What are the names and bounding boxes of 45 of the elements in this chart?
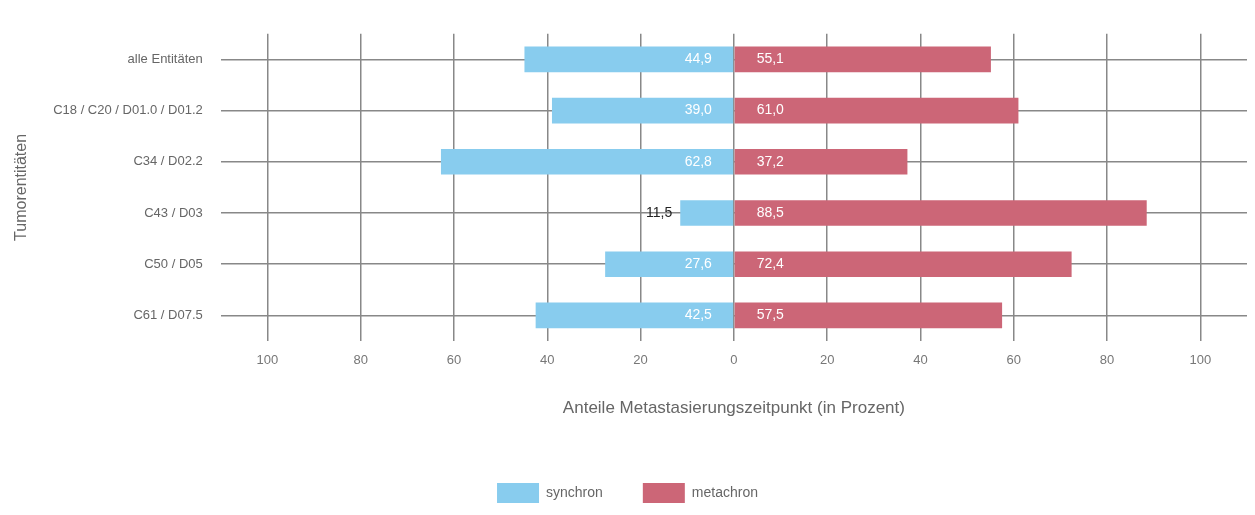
data-label: 72,4 [756, 255, 785, 272]
y-tick-label: C43 / D03 [144, 204, 203, 220]
data-label: 42,5 [684, 306, 713, 323]
x-tick-label: 20 [819, 352, 835, 368]
data-label: 27,6 [684, 255, 713, 272]
bar [551, 97, 734, 124]
x-axis-title: Anteile Metastasierungszeitpunkt (in Prozent) [562, 398, 905, 418]
bar [734, 97, 1019, 124]
x-tick-label: 0 [730, 352, 738, 368]
bar [440, 149, 734, 175]
legend-label: synchron [546, 483, 603, 500]
y-tick-label: C18 / C20 / D01.0 / D01.2 [53, 102, 203, 118]
data-label: 88,5 [756, 203, 785, 220]
data-label: 61,0 [756, 101, 785, 118]
bar [524, 46, 734, 73]
data-label: 44,9 [684, 50, 713, 67]
y-axis-title: Tumorentitäten [12, 133, 30, 241]
x-tick-label: 80 [353, 352, 368, 368]
bar [734, 149, 908, 175]
x-tick-label: 100 [1189, 352, 1212, 368]
x-tick-label: 60 [1006, 352, 1021, 368]
data-label: 11,5 [646, 203, 673, 220]
data-label: 55,1 [756, 50, 785, 67]
data-label: 62,8 [684, 152, 713, 169]
y-tick-label: C61 / D07.5 [133, 306, 203, 322]
bar [605, 251, 734, 277]
bar [734, 302, 1003, 329]
x-tick-label: 60 [446, 352, 462, 368]
bar [680, 200, 734, 226]
y-tick-label: alle Entitäten [127, 50, 203, 66]
bar [734, 200, 1147, 226]
x-tick-label: 40 [913, 352, 928, 368]
x-tick-label: 40 [540, 352, 555, 368]
x-tick-label: 80 [1099, 352, 1115, 368]
data-label: 57,5 [756, 306, 785, 323]
data-label: 39,0 [684, 101, 713, 118]
y-tick-label: C50 / D05 [144, 255, 203, 271]
legend-label: metachron [691, 483, 758, 500]
bar [734, 46, 991, 73]
bar [535, 302, 734, 329]
bar [734, 251, 1072, 277]
x-tick-label: 20 [633, 352, 648, 368]
x-tick-label: 100 [256, 352, 279, 368]
y-tick-label: C34 / D02.2 [133, 153, 203, 169]
data-label: 37,2 [756, 152, 785, 169]
